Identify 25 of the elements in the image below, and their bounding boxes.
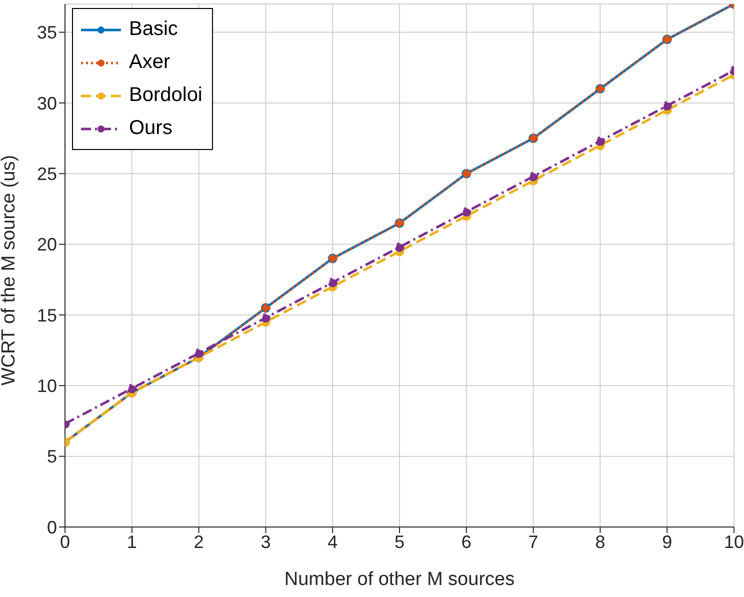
legend-label: Ours (129, 117, 172, 140)
y-tick-label: 0 (46, 517, 57, 538)
x-tick-label: 1 (126, 532, 137, 552)
x-tick-label: 7 (528, 532, 538, 552)
x-axis-title: Number of other M sources (284, 569, 515, 590)
y-tick-label: 25 (36, 164, 57, 184)
y-tick-label: 35 (36, 22, 57, 43)
x-tick-label: 8 (595, 532, 606, 552)
y-axis-title: WCRT of the M source (us) (0, 154, 20, 386)
x-tick-label: 2 (194, 532, 204, 552)
y-tick-label: 10 (36, 376, 57, 396)
x-tick-label: 10 (724, 532, 744, 552)
y-tick-label: 20 (36, 234, 57, 255)
x-tick-label: 9 (662, 532, 672, 552)
x-tick-label: 5 (394, 532, 405, 552)
y-tick-label: 15 (36, 305, 57, 326)
x-tick-label: 3 (260, 532, 271, 552)
legend-label: Axer (129, 51, 170, 74)
x-tick-label: 4 (328, 532, 338, 552)
x-tick-label: 6 (461, 532, 472, 552)
y-tick-label: 5 (46, 446, 57, 467)
x-tick-label: 0 (60, 532, 70, 552)
legend-label: Basic (129, 18, 178, 41)
legend-label: Bordoloi (129, 84, 202, 107)
y-tick-label: 30 (36, 93, 57, 114)
